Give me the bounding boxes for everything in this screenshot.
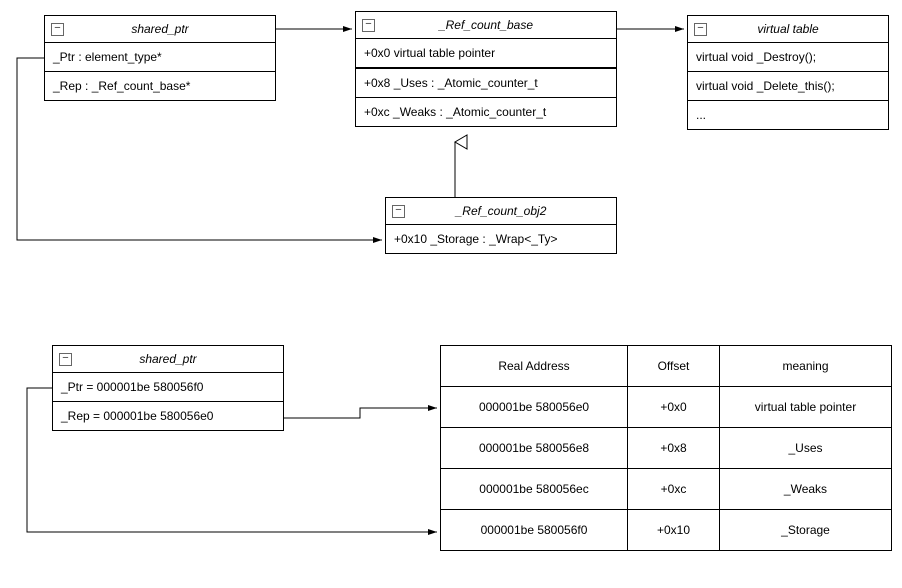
table-row: 000001be 580056ec +0xc _Weaks (441, 469, 892, 510)
memory-table: Real Address Offset meaning 000001be 580… (440, 345, 892, 551)
title-text: _Ref_count_obj2 (456, 204, 547, 218)
field-rep: _Rep : _Ref_count_base* (45, 72, 275, 100)
cell-mean: virtual table pointer (720, 387, 892, 428)
cell-mean: _Storage (720, 510, 892, 551)
title-text: virtual table (757, 22, 818, 36)
class-title: − _Ref_count_obj2 (386, 198, 616, 225)
col-meaning: meaning (720, 346, 892, 387)
collapse-icon: − (59, 353, 72, 366)
class-shared-ptr-instance: − shared_ptr _Ptr = 000001be 580056f0 _R… (52, 345, 284, 431)
table-row: 000001be 580056f0 +0x10 _Storage (441, 510, 892, 551)
cell-addr: 000001be 580056e8 (441, 428, 628, 469)
cell-offset: +0x8 (628, 428, 720, 469)
title-text: _Ref_count_base (439, 18, 533, 32)
cell-addr: 000001be 580056f0 (441, 510, 628, 551)
cell-offset: +0x10 (628, 510, 720, 551)
vfunc-delete-this: virtual void _Delete_this(); (688, 72, 888, 101)
field-vtptr: +0x0 virtual table pointer (356, 39, 616, 68)
class-ref-count-base: − _Ref_count_base +0x0 virtual table poi… (355, 11, 617, 127)
class-ref-count-obj2: − _Ref_count_obj2 +0x10 _Storage : _Wrap… (385, 197, 617, 254)
class-title: − shared_ptr (45, 16, 275, 43)
arrow-rep-to-row0 (283, 408, 437, 418)
cell-addr: 000001be 580056e0 (441, 387, 628, 428)
cell-mean: _Uses (720, 428, 892, 469)
class-title: − virtual table (688, 16, 888, 43)
vfunc-ellipsis: ... (688, 101, 888, 129)
collapse-icon: − (694, 23, 707, 36)
col-address: Real Address (441, 346, 628, 387)
cell-offset: +0xc (628, 469, 720, 510)
collapse-icon: − (392, 205, 405, 218)
vfunc-destroy: virtual void _Destroy(); (688, 43, 888, 72)
cell-addr: 000001be 580056ec (441, 469, 628, 510)
field-ptr-value: _Ptr = 000001be 580056f0 (53, 373, 283, 402)
title-text: shared_ptr (131, 22, 188, 36)
collapse-icon: − (51, 23, 64, 36)
table-row: 000001be 580056e0 +0x0 virtual table poi… (441, 387, 892, 428)
class-virtual-table: − virtual table virtual void _Destroy();… (687, 15, 889, 130)
title-text: shared_ptr (139, 352, 196, 366)
cell-mean: _Weaks (720, 469, 892, 510)
field-weaks: +0xc _Weaks : _Atomic_counter_t (356, 98, 616, 126)
field-storage: +0x10 _Storage : _Wrap<_Ty> (386, 225, 616, 253)
field-uses: +0x8 _Uses : _Atomic_counter_t (356, 68, 616, 98)
field-ptr: _Ptr : element_type* (45, 43, 275, 72)
class-title: − shared_ptr (53, 346, 283, 373)
collapse-icon: − (362, 19, 375, 32)
table-row: 000001be 580056e8 +0x8 _Uses (441, 428, 892, 469)
class-title: − _Ref_count_base (356, 12, 616, 39)
class-shared-ptr: − shared_ptr _Ptr : element_type* _Rep :… (44, 15, 276, 101)
table-header-row: Real Address Offset meaning (441, 346, 892, 387)
col-offset: Offset (628, 346, 720, 387)
cell-offset: +0x0 (628, 387, 720, 428)
field-rep-value: _Rep = 000001be 580056e0 (53, 402, 283, 430)
